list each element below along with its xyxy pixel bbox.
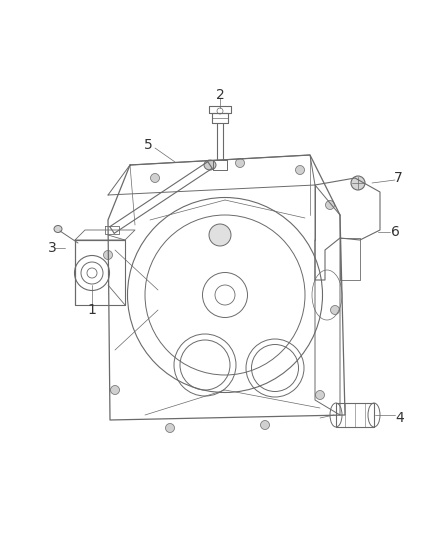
Text: 5: 5 xyxy=(144,138,152,152)
Text: 1: 1 xyxy=(88,303,96,317)
Ellipse shape xyxy=(166,424,174,432)
Text: 2: 2 xyxy=(215,88,224,102)
Ellipse shape xyxy=(315,391,325,400)
Ellipse shape xyxy=(261,421,269,430)
Ellipse shape xyxy=(351,176,365,190)
Text: 6: 6 xyxy=(391,225,399,239)
Ellipse shape xyxy=(103,251,113,260)
Text: 3: 3 xyxy=(48,241,57,255)
Ellipse shape xyxy=(325,200,335,209)
Text: 4: 4 xyxy=(396,411,404,425)
Ellipse shape xyxy=(204,160,216,170)
Ellipse shape xyxy=(296,166,304,174)
Ellipse shape xyxy=(209,224,231,246)
Ellipse shape xyxy=(110,385,120,394)
Text: 7: 7 xyxy=(394,171,403,185)
Ellipse shape xyxy=(331,305,339,314)
Ellipse shape xyxy=(236,158,244,167)
Ellipse shape xyxy=(54,225,62,232)
Ellipse shape xyxy=(151,174,159,182)
